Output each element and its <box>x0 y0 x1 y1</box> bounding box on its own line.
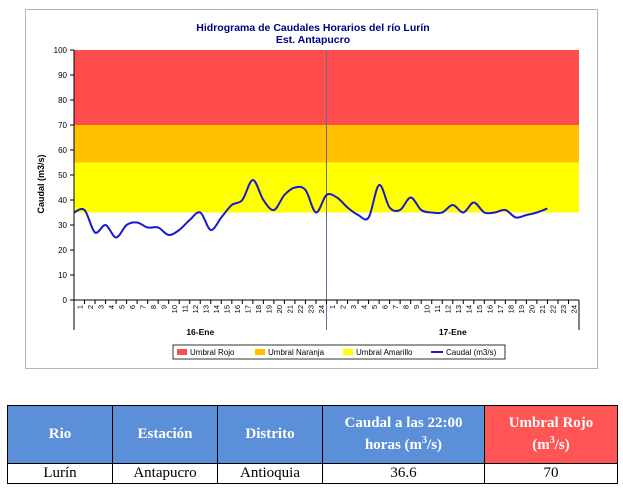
cell-distrito: Antioquia <box>217 463 323 484</box>
legend-label-2: Umbral Amarillo <box>356 348 413 357</box>
hydrograph-chart: Hidrograma de Caudales Horarios del río … <box>25 9 598 369</box>
series-line-0 <box>73 178 548 239</box>
cell-estacion: Antapucro <box>112 463 218 484</box>
x-tick-label-31: 8 <box>401 305 410 309</box>
x-tick-label-10: 11 <box>180 305 189 313</box>
header-distrito: Distrito <box>217 405 323 464</box>
x-tick-label-28: 5 <box>370 305 379 309</box>
x-tick-label-17: 18 <box>254 305 263 313</box>
x-tick-label-30: 7 <box>391 305 400 309</box>
x-tick-label-23: 24 <box>317 305 326 313</box>
x-tick-label-3: 4 <box>107 305 116 309</box>
x-tick-label-26: 3 <box>349 305 358 309</box>
y-tick-label-2: 20 <box>58 246 67 255</box>
day-label-0: 16-Ene <box>186 327 214 337</box>
x-tick-label-9: 10 <box>170 305 179 313</box>
y-tick-label-4: 40 <box>58 196 67 205</box>
x-tick-label-12: 13 <box>202 305 211 313</box>
y-axis-label: Caudal (m3/s) <box>36 154 46 213</box>
y-tick-label-9: 90 <box>58 71 67 80</box>
legend-label-0: Umbral Rojo <box>190 348 235 357</box>
y-tick-label-0: 0 <box>63 296 68 305</box>
x-tick-label-38: 15 <box>475 305 484 313</box>
x-tick-label-41: 18 <box>507 305 516 313</box>
chart-subtitle: Est. Antapucro <box>276 34 350 46</box>
y-tick-label-5: 50 <box>58 171 67 180</box>
x-tick-label-7: 8 <box>149 305 158 309</box>
x-tick-label-33: 10 <box>422 305 431 313</box>
x-tick-label-13: 14 <box>212 305 221 313</box>
x-tick-label-24: 1 <box>328 305 337 309</box>
x-tick-label-39: 16 <box>486 305 495 313</box>
x-tick-label-11: 12 <box>191 305 200 313</box>
x-tick-label-32: 9 <box>412 305 421 309</box>
x-tick-label-5: 6 <box>128 305 137 309</box>
x-tick-label-35: 12 <box>443 305 452 313</box>
x-tick-label-25: 2 <box>338 305 347 309</box>
day-label-1: 17-Ene <box>439 327 467 337</box>
x-tick-label-45: 22 <box>549 305 558 313</box>
y-tick-label-1: 10 <box>58 271 67 280</box>
x-tick-label-42: 19 <box>517 305 526 313</box>
x-tick-label-22: 23 <box>307 305 316 313</box>
header-rio: Rio <box>7 405 113 464</box>
x-tick-label-8: 9 <box>159 305 168 309</box>
chart-title: Hidrograma de Caudales Horarios del río … <box>196 22 429 34</box>
x-tick-label-4: 5 <box>117 305 126 309</box>
y-tick-label-7: 70 <box>58 121 67 130</box>
x-tick-label-15: 16 <box>233 305 242 313</box>
x-tick-label-21: 22 <box>296 305 305 313</box>
x-tick-label-29: 6 <box>380 305 389 309</box>
legend-box <box>172 344 506 360</box>
station-table: Rio Estación Distrito Caudal a las 22:00… <box>7 405 618 484</box>
legend-swatch-2 <box>343 349 353 355</box>
x-tick-label-16: 17 <box>244 305 253 313</box>
chart-svg: Hidrograma de Caudales Horarios del río … <box>36 22 580 360</box>
x-tick-label-0: 1 <box>75 305 84 309</box>
legend-swatch-1 <box>255 349 265 355</box>
cell-umbral-rojo: 70 <box>484 463 618 484</box>
y-tick-label-10: 100 <box>54 46 68 55</box>
x-tick-label-43: 20 <box>528 305 537 313</box>
table-row: Lurín Antapucro Antioquia 36.6 70 <box>7 463 618 484</box>
x-tick-label-44: 21 <box>538 305 547 313</box>
x-tick-label-34: 11 <box>433 305 442 313</box>
cell-caudal: 36.6 <box>322 463 485 484</box>
x-tick-label-47: 24 <box>570 305 579 313</box>
x-tick-label-27: 4 <box>359 305 368 309</box>
x-tick-label-40: 17 <box>496 305 505 313</box>
legend-label-3: Caudal (m3/s) <box>446 348 497 357</box>
y-tick-label-6: 60 <box>58 146 67 155</box>
cell-rio: Lurín <box>7 463 113 484</box>
header-caudal: Caudal a las 22:00 horas (m3/s) <box>322 405 485 464</box>
legend-label-1: Umbral Naranja <box>268 348 325 357</box>
x-tick-label-36: 13 <box>454 305 463 313</box>
x-tick-label-14: 15 <box>223 305 232 313</box>
x-tick-label-37: 14 <box>465 305 474 313</box>
x-tick-label-1: 2 <box>86 305 95 309</box>
legend-swatch-0 <box>177 349 187 355</box>
y-tick-label-3: 30 <box>58 221 67 230</box>
x-tick-label-46: 23 <box>559 305 568 313</box>
x-tick-label-6: 7 <box>138 305 147 309</box>
header-umbral-rojo: Umbral Rojo (m3/s) <box>484 405 618 464</box>
x-tick-label-19: 20 <box>275 305 284 313</box>
x-tick-label-18: 19 <box>265 305 274 313</box>
x-tick-label-20: 21 <box>286 305 295 313</box>
x-tick-label-2: 3 <box>96 305 105 309</box>
y-tick-label-8: 80 <box>58 96 67 105</box>
table-header-row: Rio Estación Distrito Caudal a las 22:00… <box>7 405 618 464</box>
header-estacion: Estación <box>112 405 218 464</box>
